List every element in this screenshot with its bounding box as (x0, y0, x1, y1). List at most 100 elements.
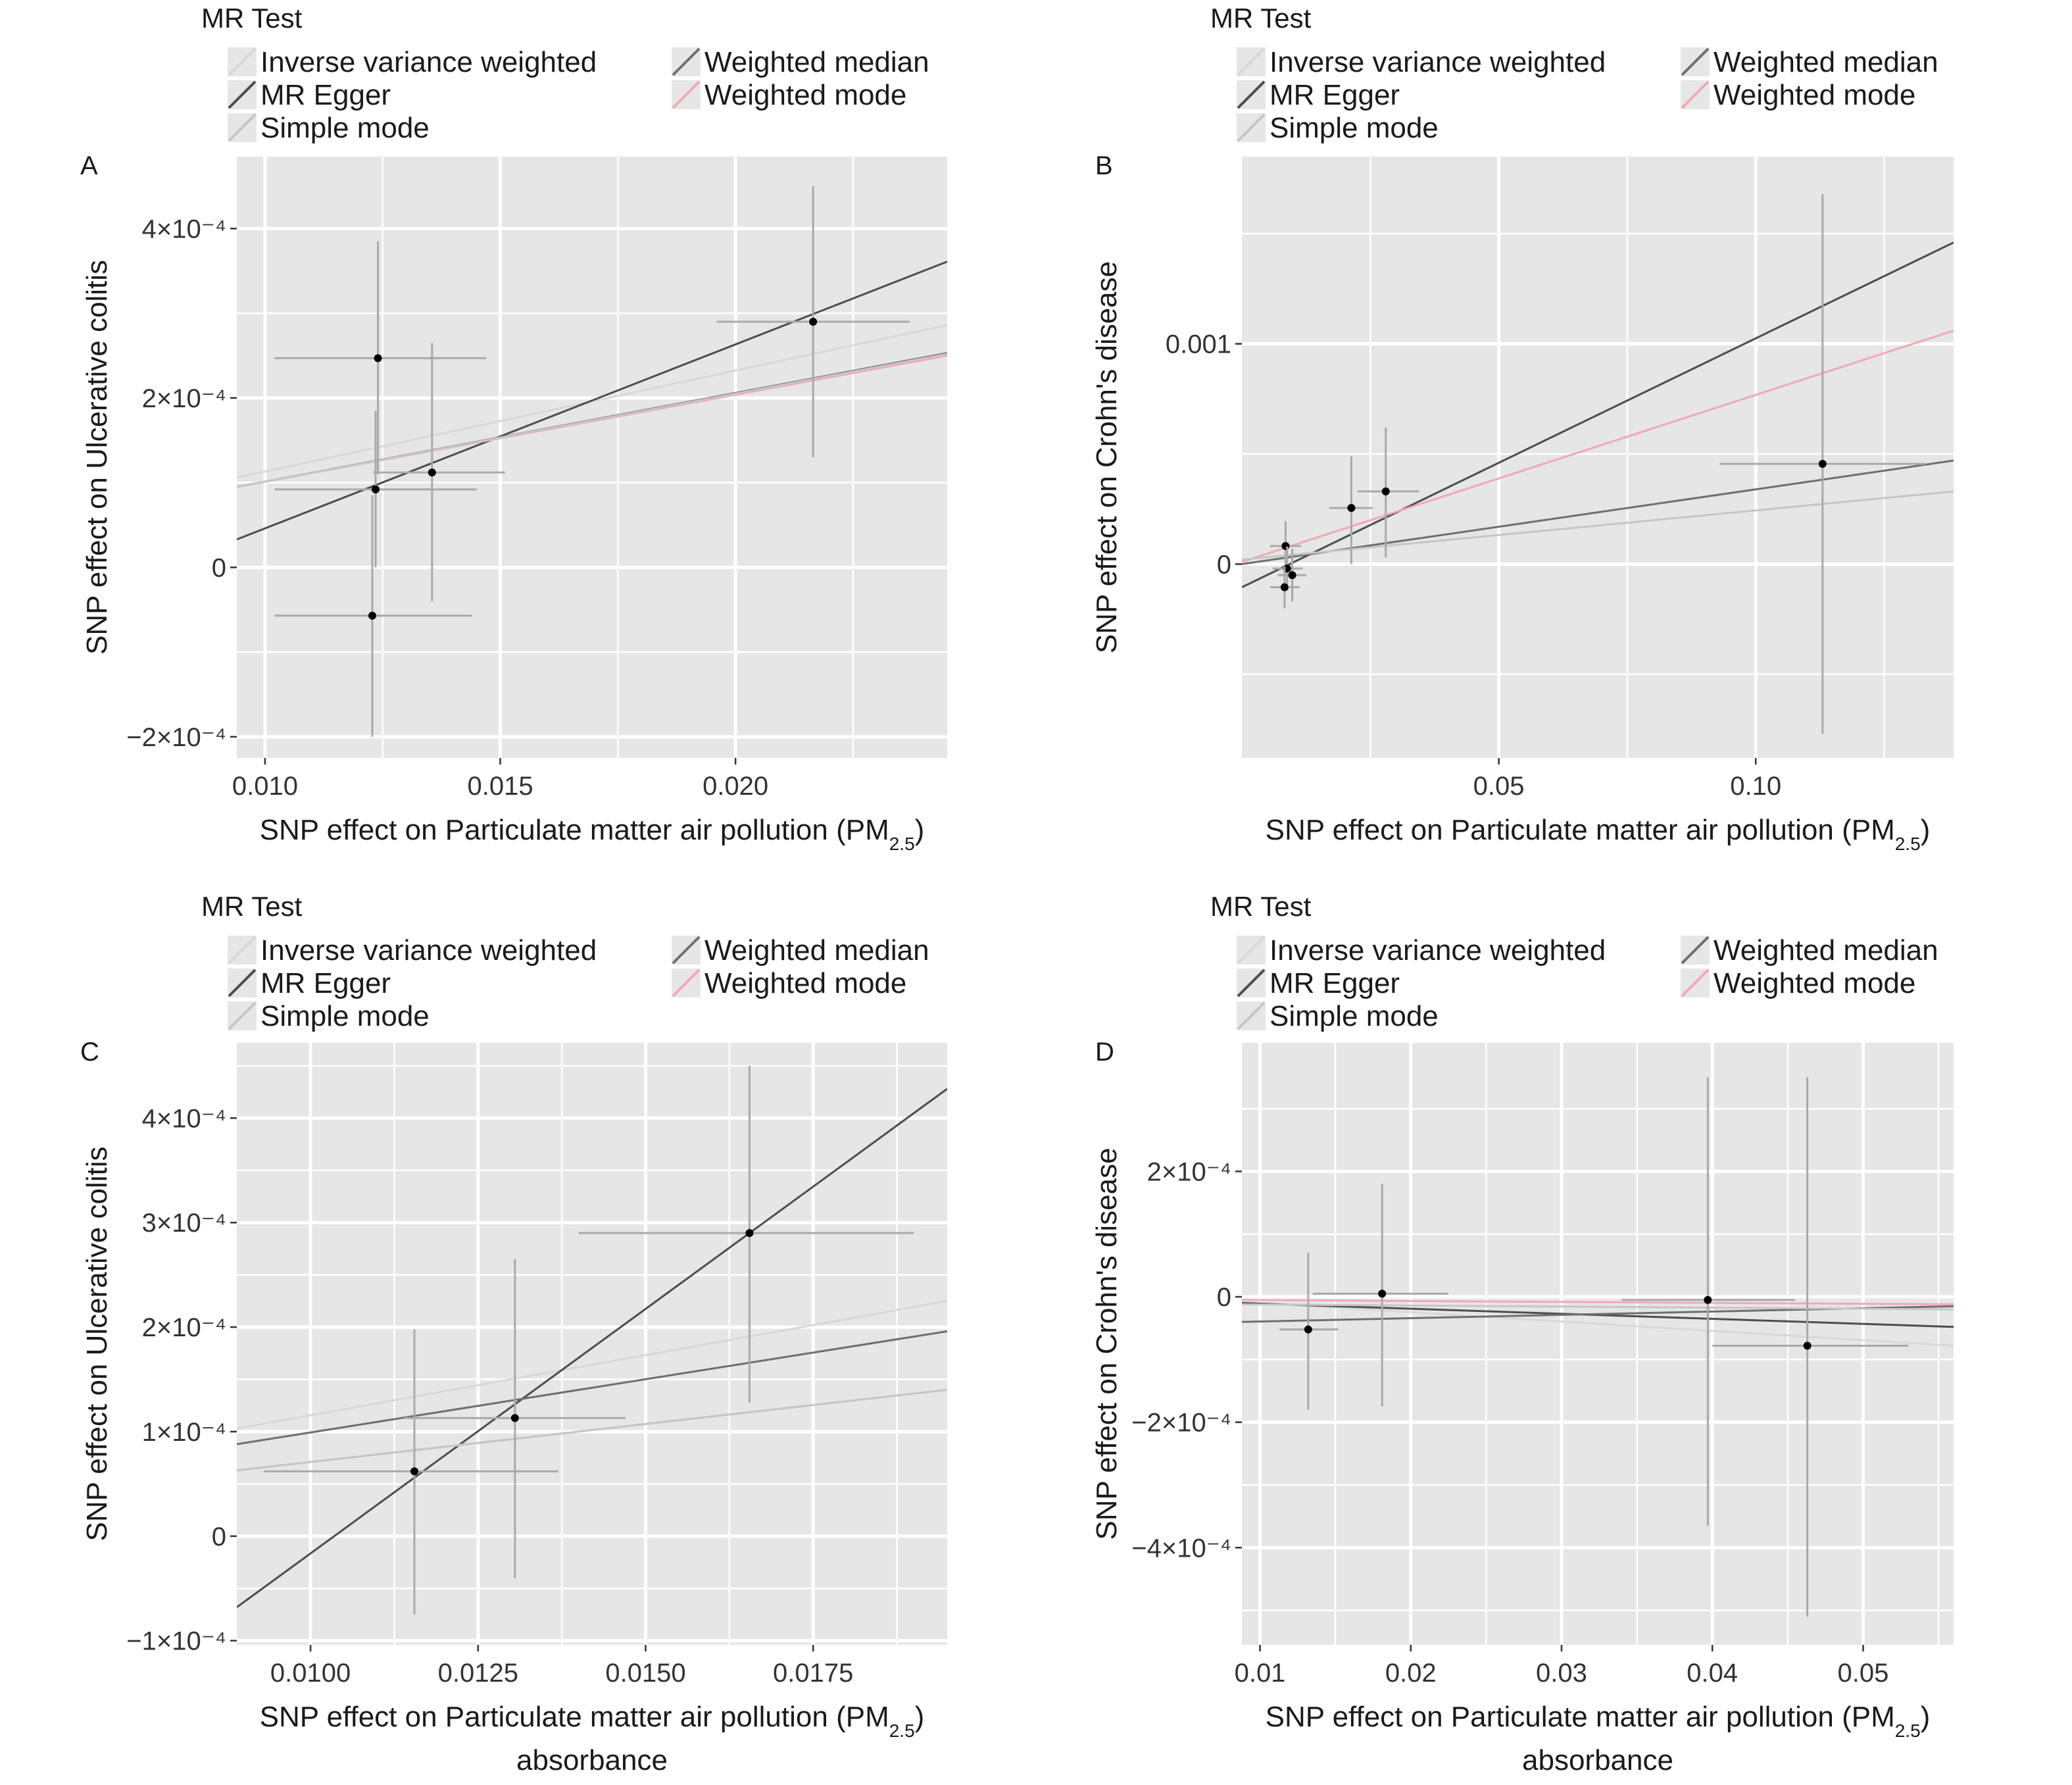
y-tick-label: −4×10⁻⁴ (1131, 1534, 1231, 1563)
legend-c: MR Test Inverse variance weighted Weighted… (201, 891, 929, 1032)
y-tick-label: 2×10⁻⁴ (142, 384, 226, 413)
legend-key-ivw (1237, 47, 1266, 76)
legend-key-line (672, 936, 701, 965)
snp-point (428, 468, 436, 477)
legend-label-smode: Simple mode (260, 112, 430, 144)
snp-point (1378, 1290, 1387, 1298)
y-tick-label: 3×10⁻⁴ (142, 1209, 226, 1238)
fit-line-smode (237, 1388, 947, 1472)
x-axis-label: SNP effect on Particulate matter air pol… (260, 814, 925, 854)
legend-label-wmed: Weighted median (704, 934, 929, 967)
y-axis-label: SNP effect on Ulcerative colitis (81, 1147, 113, 1542)
x-tick-label: 0.05 (1473, 772, 1525, 801)
snp-point-group (1621, 1077, 1796, 1526)
snp-point (809, 318, 818, 326)
x-tick-label: 0.0150 (605, 1659, 685, 1688)
x-axis-label-main: SNP effect on Particulate matter air pol… (1266, 1701, 1895, 1733)
plot-area (237, 1043, 947, 1645)
snp-point (1803, 1342, 1812, 1350)
legend-label-wmed: Weighted median (1714, 934, 1938, 967)
snp-point-group (1719, 193, 1926, 734)
legend-key-line (672, 968, 701, 997)
snp-point (371, 485, 380, 493)
legend-key-smode (1237, 1001, 1266, 1030)
x-axis-label-sub: 2.5 (1895, 834, 1921, 854)
snp-point (1281, 541, 1290, 550)
x-axis-label-tail: ) (915, 1701, 925, 1733)
legend-label-ivw: Inverse variance weighted (260, 46, 597, 78)
plot-background (1242, 1043, 1954, 1645)
fit-line-wmed (237, 1330, 947, 1446)
panel-letter: B (1095, 151, 1113, 180)
x-tick-label: 0.0175 (773, 1659, 853, 1688)
y-tick-label: 0 (1217, 1283, 1231, 1312)
plot-background (1242, 157, 1954, 758)
legend-key-line (228, 113, 257, 142)
x-axis-label: SNP effect on Particulate matter air pol… (1266, 1701, 1931, 1741)
legend-label-wmode: Weighted mode (1714, 967, 1915, 999)
snp-point (1288, 571, 1296, 580)
snp-point-group (274, 241, 487, 474)
legend-label-wmode: Weighted mode (704, 967, 906, 999)
legend-label-wmed: Weighted median (1714, 46, 1938, 78)
snp-point (410, 1467, 418, 1476)
y-tick-label: 0.001 (1166, 330, 1231, 359)
snp-point-group (578, 1065, 914, 1403)
legend-key-smode (228, 113, 257, 142)
legend-key-egger (228, 968, 257, 997)
x-tick-label: 0.015 (467, 772, 533, 801)
legend-key-line (1237, 968, 1266, 997)
legend-key-line (228, 968, 257, 997)
fit-line-ivw (1242, 1301, 1954, 1347)
legend-key-wmode (1681, 80, 1710, 109)
snp-point-group (1270, 566, 1300, 609)
snp-point (745, 1229, 754, 1238)
snp-point-group (1357, 427, 1419, 558)
fit-line-ivw (237, 1299, 947, 1430)
plot-area (1242, 157, 1954, 758)
legend-key-line (1237, 113, 1266, 142)
y-axis-label: SNP effect on Crohn's disease (1091, 261, 1123, 653)
legend-key-line (228, 47, 257, 76)
legend-key-line (1681, 936, 1710, 965)
x-axis-label-sub: 2.5 (889, 834, 915, 854)
snp-point-group (1279, 1253, 1339, 1410)
legend-key-ivw (228, 936, 257, 965)
fit-line-wmed (1242, 459, 1954, 565)
legend-key-smode (228, 1001, 257, 1030)
legend-label-wmode: Weighted mode (1714, 79, 1915, 111)
x-axis-label-line2: absorbance (1522, 1744, 1673, 1776)
y-tick-label: −2×10⁻⁴ (1131, 1409, 1231, 1438)
plot-background (237, 1043, 947, 1645)
x-tick-label: 0.05 (1838, 1659, 1889, 1688)
legend-key-wmode (672, 968, 701, 997)
legend-label-smode: Simple mode (1270, 1000, 1439, 1032)
y-tick-label: −1×10⁻⁴ (126, 1627, 226, 1656)
x-axis-label-tail: ) (1921, 814, 1931, 846)
snp-point (1818, 460, 1827, 468)
legend-title: MR Test (1210, 891, 1312, 922)
legend-label-smode: Simple mode (1270, 112, 1439, 144)
legend-key-line (672, 80, 701, 109)
y-tick-label: 2×10⁻⁴ (142, 1313, 226, 1342)
x-axis-label-main: SNP effect on Particulate matter air pol… (1266, 814, 1895, 846)
legend-key-ivw (228, 47, 257, 76)
fit-line-egger (237, 261, 947, 541)
y-tick-label: 0 (212, 553, 226, 582)
legend-key-line (1681, 80, 1710, 109)
x-axis-label-sub: 2.5 (1895, 1721, 1921, 1741)
y-tick-label: 4×10⁻⁴ (142, 1104, 226, 1133)
fit-line-smode (1242, 490, 1954, 561)
snp-point (510, 1414, 519, 1422)
legend-key-wmed (672, 47, 701, 76)
x-tick-label: 0.02 (1385, 1659, 1437, 1688)
fit-line-smode (237, 353, 947, 488)
snp-point-group (1312, 1184, 1449, 1407)
y-tick-label: −2×10⁻⁴ (126, 723, 226, 752)
y-tick-label: 2×10⁻⁴ (1147, 1157, 1231, 1186)
legend-key-wmed (672, 936, 701, 965)
fit-line-wmode (1242, 330, 1954, 563)
legend-b: MR Test Inverse variance weighted Weighted… (1210, 3, 1938, 144)
legend-key-line (1237, 936, 1266, 965)
